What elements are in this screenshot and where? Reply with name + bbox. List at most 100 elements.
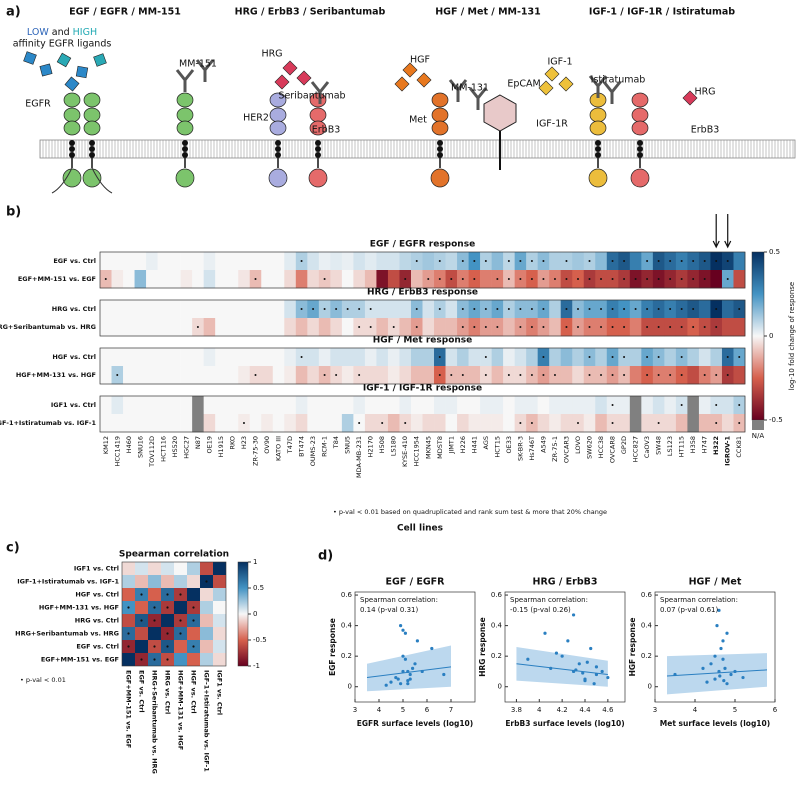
- significance-dot: [669, 374, 672, 376]
- heat-cell: [549, 396, 562, 415]
- transmembrane: [69, 140, 75, 146]
- significance-dot: [646, 308, 649, 310]
- x-tick-label: 5: [733, 706, 737, 714]
- heat-cell: [111, 270, 124, 289]
- transmembrane: [595, 152, 601, 158]
- significance-dot: [657, 308, 660, 310]
- x-tick-label: 3: [353, 706, 357, 714]
- significance-dot: [542, 326, 545, 328]
- antibody: [448, 79, 468, 102]
- section-title: HGF / Met response: [373, 336, 473, 346]
- heat-cell: [434, 318, 446, 337]
- point: [401, 628, 405, 632]
- heat-cell: [721, 318, 734, 337]
- heat-cell: [111, 396, 124, 415]
- point: [713, 677, 717, 681]
- cell-line-label: HCT116: [159, 436, 167, 462]
- heat-cell: [226, 414, 239, 433]
- transmembrane: [315, 140, 321, 146]
- heat-cell: [169, 414, 181, 433]
- significance-dot: [507, 260, 510, 262]
- heat-cell: [733, 252, 746, 271]
- cell-line-label: H226: [459, 436, 467, 453]
- heat-cell: [157, 396, 170, 415]
- heat-cell: [307, 348, 320, 367]
- significance-dot: [576, 308, 579, 310]
- column-label: EGF vs. Ctrl: [138, 670, 146, 713]
- ligand-note: LOW and HIGH: [27, 27, 97, 38]
- significance-dot: [542, 308, 545, 310]
- cell-line-label: LOVO: [574, 436, 582, 454]
- kinase: [630, 168, 650, 188]
- row-label: HGF vs. Ctrl: [75, 591, 119, 599]
- heat-cell: [387, 270, 400, 289]
- heat-cell: [203, 300, 216, 319]
- significance-dot: [427, 278, 430, 280]
- arrow: [724, 214, 732, 249]
- corr-cell: [174, 640, 187, 653]
- corr-cell: [213, 640, 226, 653]
- tail: [51, 167, 113, 194]
- significance-dot: [657, 356, 660, 358]
- heat-cell: [514, 348, 527, 367]
- heat-cell: [445, 348, 458, 367]
- heat-cell: [468, 348, 481, 367]
- corr-cell: [187, 575, 200, 588]
- section-title: IGF-1 / IGF-1R response: [363, 384, 482, 394]
- point: [673, 672, 677, 677]
- y-tick-label: 0.2: [641, 652, 652, 660]
- ligand-note: affinity EGFR ligands: [13, 39, 112, 50]
- corr-cell: [213, 588, 226, 601]
- heat-cell: [192, 414, 204, 433]
- significance-dot: [484, 260, 487, 262]
- transmembrane: [315, 152, 321, 158]
- heat-cell: [180, 252, 193, 271]
- heat-cell: [457, 396, 469, 415]
- point: [600, 669, 604, 674]
- receptor-domain: [309, 107, 327, 123]
- point: [574, 668, 578, 672]
- heat-cell: [307, 414, 320, 433]
- significance-dot: [715, 308, 718, 310]
- receptor-domain: [63, 120, 81, 136]
- significance-dot: [738, 422, 741, 424]
- heat-cell: [698, 396, 711, 415]
- corr-cell: [135, 575, 148, 588]
- significance-dot: [461, 326, 464, 328]
- ligand: [682, 90, 698, 106]
- heat-cell: [399, 348, 412, 367]
- significance-dot: [623, 278, 626, 280]
- heat-cell: [422, 252, 435, 271]
- heat-cell: [226, 366, 239, 385]
- transmembrane: [437, 140, 443, 146]
- ligand: [538, 80, 554, 96]
- cell-line-label: HT115: [678, 436, 686, 457]
- significance-dot: [461, 278, 464, 280]
- heat-cell: [687, 366, 700, 385]
- ligand-note-part: and: [52, 27, 70, 38]
- heat-cell: [284, 414, 297, 433]
- significance-dot: [323, 278, 326, 280]
- section-frame: [99, 251, 746, 289]
- heat-cell: [318, 252, 331, 271]
- annotation: 0.07 (p-val 0.61): [660, 606, 719, 614]
- heat-cell: [664, 348, 677, 367]
- heat-cell: [387, 414, 400, 433]
- cell-line-label: H2170: [367, 436, 375, 457]
- x-tick-label: 3.8: [511, 706, 522, 714]
- significance-dot: [358, 326, 361, 328]
- significance-dot: [192, 645, 195, 648]
- chart-title: EGF / EGFR: [386, 577, 446, 588]
- significance-dot: [415, 260, 418, 262]
- component-label: Seribantumab: [278, 91, 345, 102]
- colorbar-tick-label: 0: [253, 610, 257, 618]
- point: [719, 646, 723, 651]
- significance-dot: [588, 308, 591, 310]
- heat-cell: [111, 318, 124, 337]
- colorbar-tick-label: -1: [253, 662, 260, 670]
- heat-cell: [399, 396, 412, 415]
- significance-dot: [692, 326, 695, 328]
- transmembrane: [69, 152, 75, 158]
- significance-dot: [415, 308, 418, 310]
- heat-cell: [295, 414, 308, 433]
